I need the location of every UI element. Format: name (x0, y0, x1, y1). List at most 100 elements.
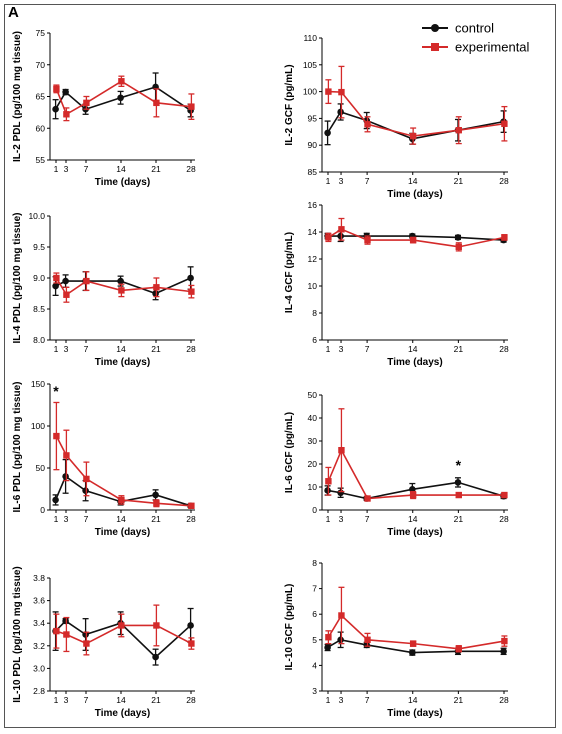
x-axis-title: Time (days) (95, 527, 150, 538)
legend-item-control: control (422, 21, 494, 36)
series-line (328, 90, 505, 137)
x-tick-label: 28 (499, 514, 509, 524)
y-tick-label: 3.0 (33, 663, 45, 673)
y-tick-label: 3.4 (33, 618, 45, 628)
data-point (52, 496, 59, 504)
data-point (188, 502, 195, 509)
y-tick-label: 10 (308, 281, 318, 291)
data-point (62, 88, 69, 96)
series-experimental (325, 217, 508, 252)
data-point (501, 234, 508, 241)
data-point (83, 640, 90, 647)
series-line (327, 614, 505, 650)
chart-il2-pdl: 55 60 65 70 75 1 3 7 14 21 28 Time (days) IL-2 PDL (… (12, 28, 196, 188)
data-point (83, 475, 90, 483)
x-tick-label: 3 (64, 164, 69, 174)
x-tick-label: 28 (186, 344, 196, 354)
series-line (55, 435, 192, 507)
data-point (409, 491, 417, 499)
y-tick-label: 55 (36, 155, 46, 165)
x-tick-label: 14 (408, 514, 418, 524)
x-tick-label: 14 (116, 164, 126, 174)
data-point (152, 290, 159, 297)
chart-il6-pdl: 0 50 100 150 1 3 7 14 21 28 Time (days) IL-6 PDL (p… (12, 379, 196, 538)
x-axis-title: Time (days) (387, 708, 442, 719)
data-point (324, 487, 331, 494)
chart-il6-gcf: 0 10 20 30 40 50 1 3 7 14 21 28 Time (days) IL-6 GCF … (284, 390, 509, 538)
data-point (118, 622, 125, 629)
y-tick-label: 100 (303, 87, 317, 97)
x-tick-label: 7 (365, 176, 370, 186)
data-point (118, 496, 125, 504)
data-point (325, 88, 332, 95)
y-tick-label: 7 (312, 584, 317, 594)
data-point (325, 478, 332, 485)
y-tick-label: 100 (31, 421, 45, 431)
data-point (338, 612, 345, 619)
x-axis-title: Time (days) (387, 189, 442, 200)
x-tick-label: 1 (326, 695, 331, 705)
series-line (327, 448, 505, 500)
y-axis-title: IL-2 PDL (pg/100 mg tissue) (12, 31, 23, 162)
x-tick-label: 3 (339, 695, 344, 705)
legend-label: control (455, 21, 494, 36)
y-axis-title: IL-6 PDL (pg/100 mg tissue) (12, 382, 23, 513)
data-point (117, 277, 124, 285)
data-point (62, 617, 69, 625)
y-tick-label: 70 (36, 60, 46, 70)
data-point (501, 491, 508, 499)
data-point (152, 491, 159, 499)
x-tick-label: 7 (84, 695, 89, 705)
data-point (188, 103, 195, 110)
x-tick-label: 14 (116, 695, 126, 705)
data-point (82, 487, 89, 494)
data-point (63, 452, 70, 459)
data-point (409, 132, 417, 140)
x-tick-label: 3 (339, 344, 344, 354)
x-tick-label: 3 (339, 514, 344, 524)
y-tick-label: 3.6 (33, 596, 45, 606)
data-point (153, 500, 160, 507)
x-axis-title: Time (days) (95, 177, 150, 188)
data-point (117, 94, 124, 102)
y-tick-label: 85 (308, 167, 318, 177)
y-tick-label: 4 (312, 660, 317, 670)
x-tick-label: 21 (151, 695, 161, 705)
y-tick-label: 9.5 (33, 242, 45, 252)
y-tick-label: 95 (308, 113, 318, 123)
x-tick-label: 28 (186, 695, 196, 705)
data-point (153, 284, 160, 291)
chart-il10-gcf: 3 4 5 6 7 8 1 3 7 14 21 28 Time (days) IL-10 GCF (pg/… (284, 558, 509, 719)
y-axis-title: IL-2 GCF (pg/mL) (284, 64, 295, 145)
data-point (325, 634, 332, 641)
data-point (63, 111, 70, 118)
series-experimental (53, 75, 195, 122)
series-line (55, 80, 192, 116)
y-tick-label: 12 (308, 254, 318, 264)
x-tick-label: 21 (151, 514, 161, 524)
y-tick-label: 75 (36, 28, 46, 38)
legend-marker (431, 24, 439, 32)
y-tick-label: 8 (312, 308, 317, 318)
data-point (409, 649, 416, 656)
data-point (455, 645, 462, 652)
significance-marker: * (456, 457, 462, 473)
x-tick-label: 1 (54, 164, 59, 174)
x-tick-label: 21 (454, 514, 464, 524)
data-point (153, 99, 160, 107)
data-point (152, 653, 159, 661)
data-point (454, 479, 462, 486)
data-point (153, 622, 160, 629)
data-point (337, 232, 344, 240)
data-point (53, 85, 60, 93)
x-tick-label: 14 (116, 514, 126, 524)
data-point (455, 243, 462, 251)
series-experimental (325, 408, 508, 502)
x-tick-label: 28 (499, 695, 509, 705)
series-experimental (325, 586, 508, 653)
data-point (454, 234, 462, 241)
data-point (83, 277, 90, 285)
y-tick-label: 14 (308, 227, 318, 237)
data-point (337, 636, 344, 644)
